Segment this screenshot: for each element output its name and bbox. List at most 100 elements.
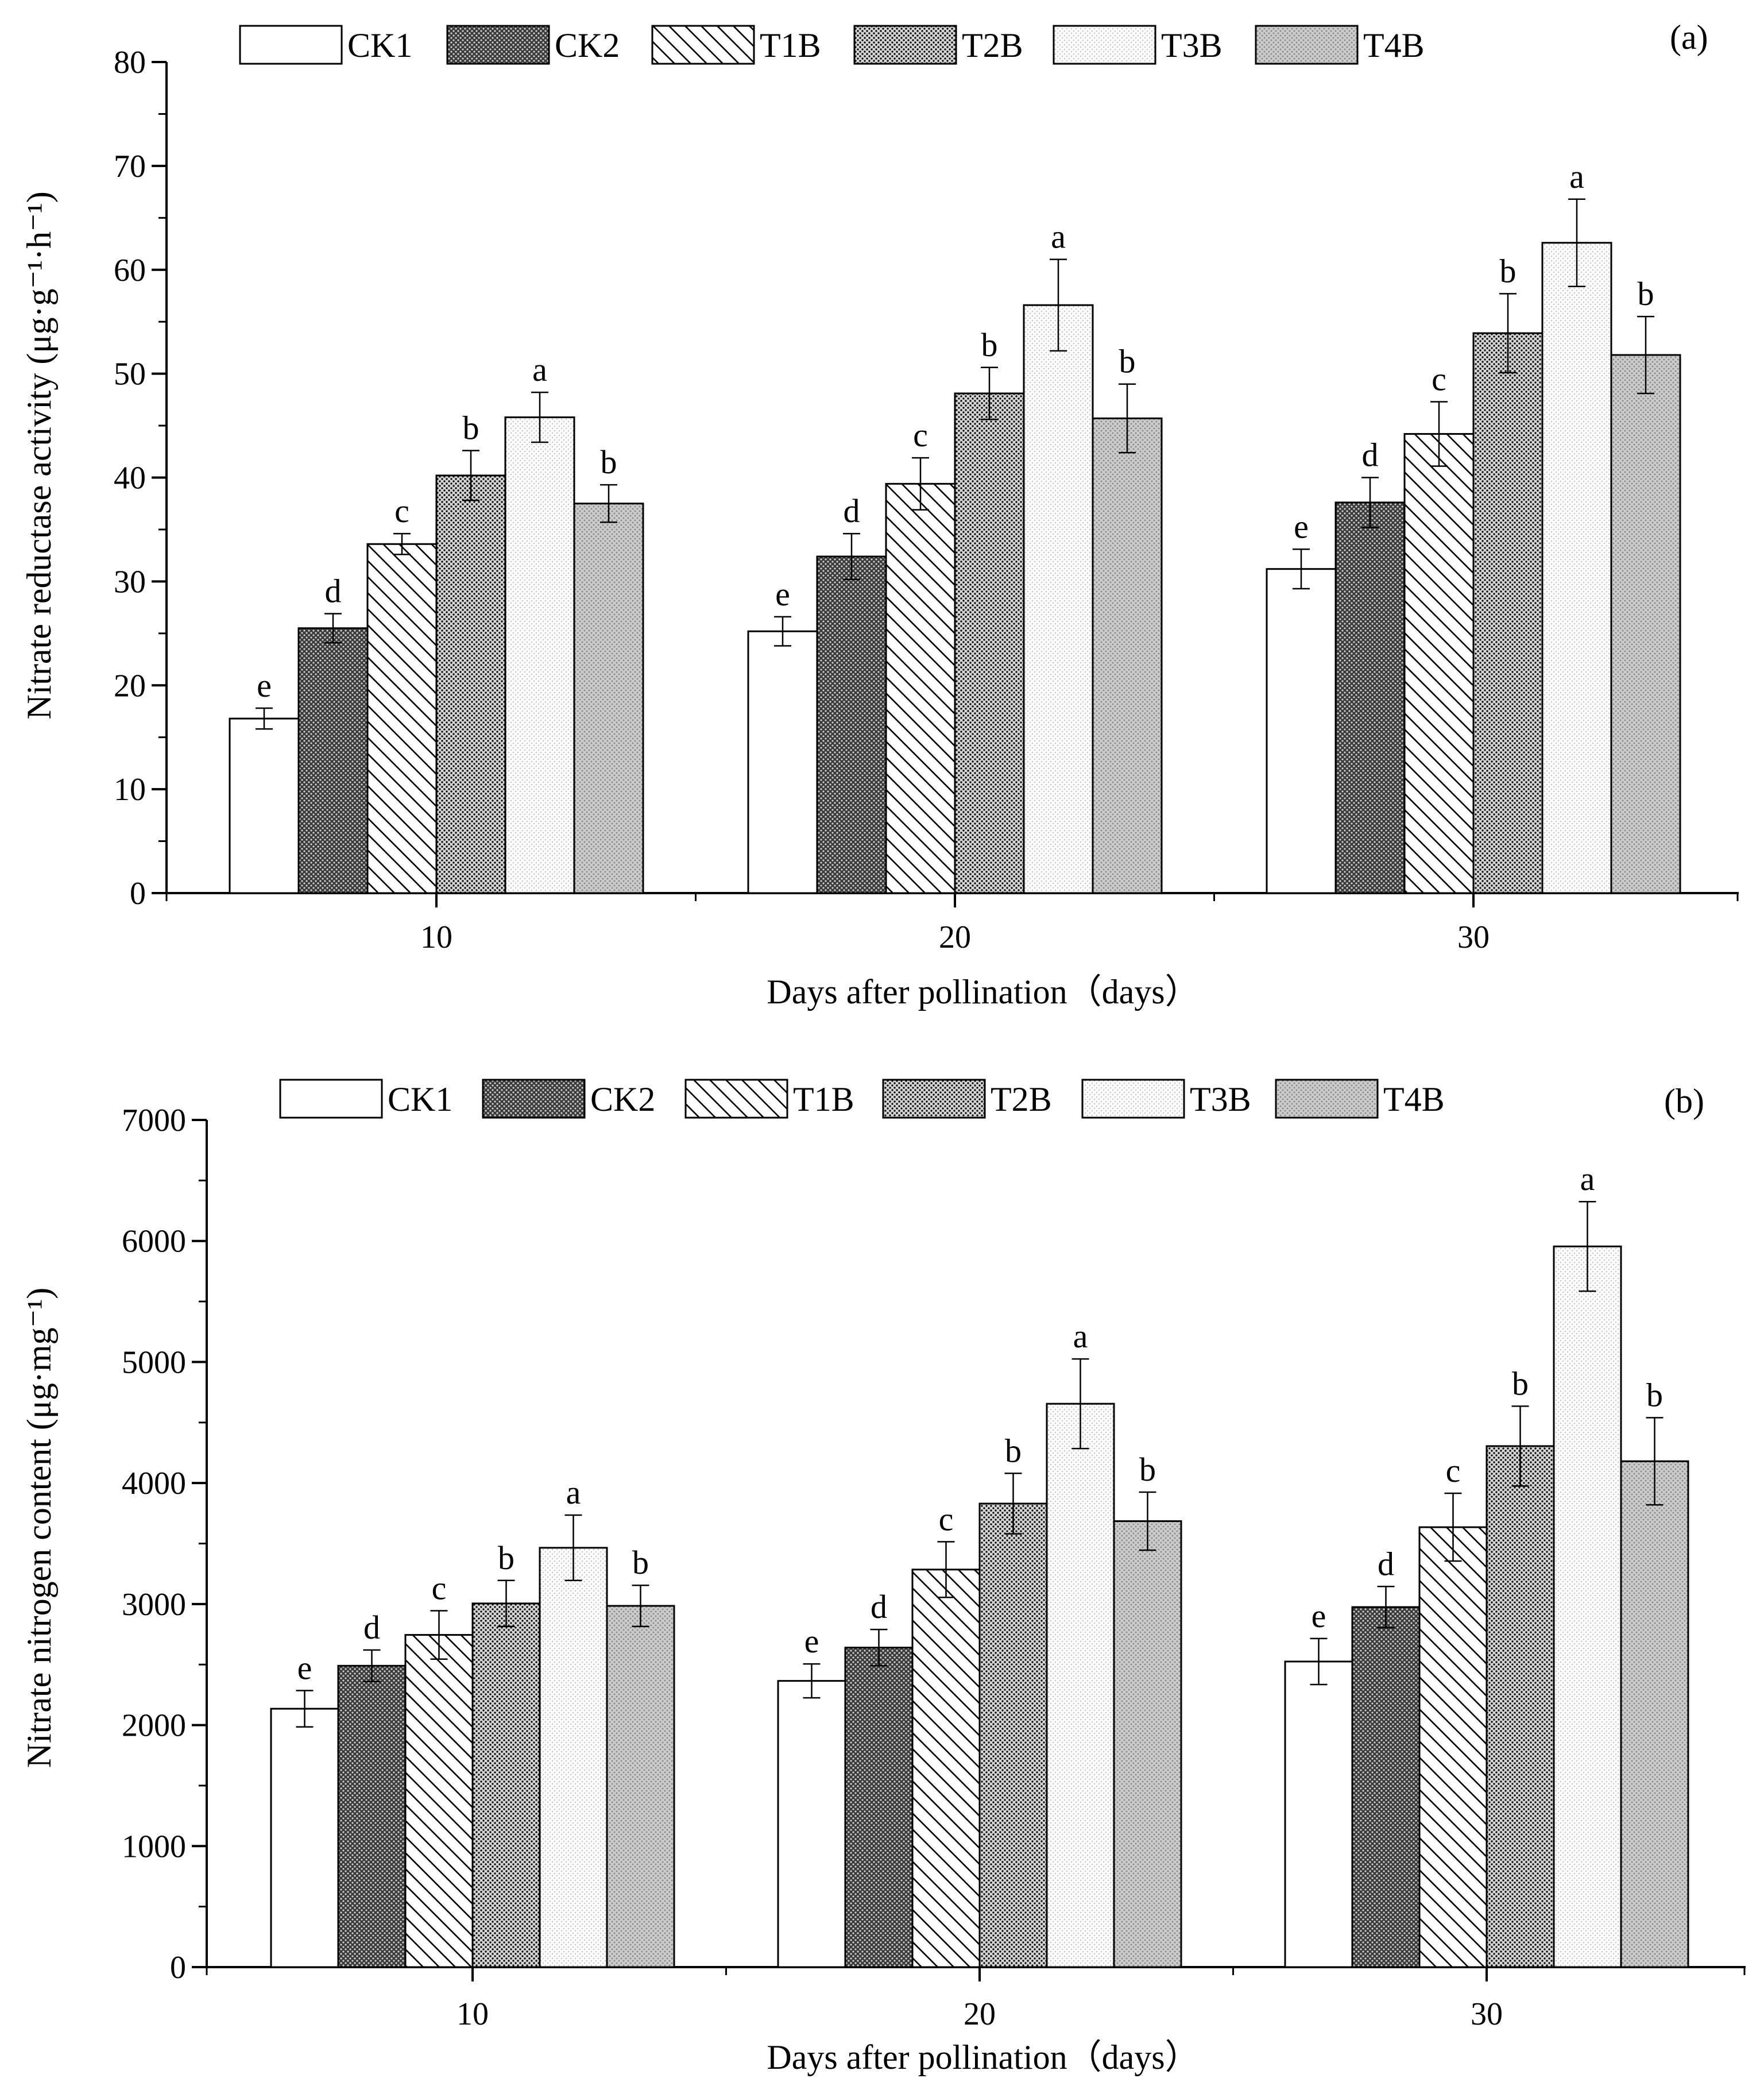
error-bar [1511,1405,1529,1487]
y-tick-label: 5000 [122,1345,186,1380]
error-bar [803,1663,821,1699]
significance-letter: e [257,667,272,704]
error-bar [981,366,998,420]
legend-label-t3b: T3B [1190,1080,1251,1118]
significance-letter: d [363,1609,380,1646]
legend-swatch-t1b [651,25,755,65]
legend-label-t2b: T2B [962,26,1023,64]
significance-letter: b [1638,275,1654,312]
y-tick-label: 70 [114,149,146,184]
x-tick-label: 10 [420,920,452,955]
bar-t1b [885,482,956,894]
error-bar [462,450,479,501]
significance-letter: b [601,443,617,481]
significance-letter: b [1512,1365,1529,1402]
significance-letter: b [1139,1451,1156,1488]
bar-t1b [366,543,438,894]
significance-letter: b [1005,1432,1022,1469]
error-bar [774,616,791,647]
legend-b: CK1 CK2 T1B T2B T3B T4B [279,1079,1445,1119]
bar-t3b [1046,1403,1115,1968]
bar-t4b [606,1605,675,1968]
legend-a: CK1 CK2 T1B T2B T3B T4B [239,25,1425,65]
significance-letter: b [632,1544,649,1581]
y-tick-label: 50 [114,357,146,392]
x-tick-label: 10 [457,1996,489,2032]
chart-panel-b: (b) Days after pollination（days） Nitrate… [20,1079,1746,2076]
significance-letter: b [1646,1376,1663,1413]
x-axis-title-b: Days after pollination（days） [767,2038,1199,2076]
bar-ck1 [229,717,300,894]
bar-t3b [1541,242,1612,894]
bar-t4b [1113,1520,1182,1968]
legend-label-t4b: T4B [1383,1080,1445,1118]
bar-ck2 [1334,501,1406,894]
error-bar [1637,315,1654,395]
significance-letter: b [498,1539,514,1577]
significance-letter: d [844,492,860,530]
y-tick-label: 7000 [122,1103,186,1138]
significance-letter: e [1294,508,1309,545]
y-tick-label: 60 [114,253,146,288]
y-tick-label: 6000 [122,1224,186,1260]
legend-swatch-ck1 [239,25,343,65]
error-bar [430,1610,448,1660]
bar-t4b [1092,417,1163,894]
significance-letter: c [913,416,928,454]
bar-t1b [404,1634,474,1968]
bar-t2b [954,392,1025,894]
significance-letter: d [325,572,342,609]
significance-letter: a [1051,218,1066,256]
y-tick-label: 80 [114,45,146,80]
legend-swatch-t2b [853,25,957,65]
error-bar [1050,258,1067,352]
legend-swatch-ck2 [446,25,550,65]
error-bar [1377,1586,1395,1629]
legend-label-t4b: T4B [1363,26,1425,64]
error-bar [1579,1200,1596,1292]
error-bar [1004,1473,1022,1535]
bar-t3b [539,1547,608,1968]
error-bar [1568,198,1585,287]
bar-t1b [1403,433,1475,894]
error-bar [393,532,411,555]
error-bar [1646,1417,1664,1506]
significance-letter: c [939,1500,954,1538]
bar-t1b [911,1569,981,1968]
y-axis-title-a: Nitrate reductase activity (μg·g⁻¹·h⁻¹) [20,191,58,719]
legend-label-ck1: CK1 [347,26,412,64]
x-tick-label: 20 [964,1996,996,2032]
bar-ck2 [844,1647,914,1968]
x-tick-label: 30 [1457,920,1490,955]
y-tick-label: 1000 [122,1829,186,1864]
bar-t2b [471,1602,541,1968]
legend-swatch-t1b [684,1079,788,1119]
bar-t4b [573,503,644,894]
y-tick-label: 2000 [122,1708,186,1744]
error-bar [497,1579,515,1628]
significance-letter: c [394,492,409,530]
bar-ck2 [1351,1606,1421,1968]
error-bar [564,1514,582,1582]
chart-panel-a: (a) Days after pollination（days） Nitrate… [20,18,1739,1011]
legend-swatch-t3b [1053,25,1156,65]
bar-ck2 [337,1664,407,1968]
error-bar [1310,1637,1328,1686]
bar-t4b [1610,354,1681,894]
significance-letter: b [1119,343,1136,380]
error-bar [870,1628,888,1667]
significance-letter: e [804,1623,819,1660]
y-tick-label: 3000 [122,1587,186,1623]
significance-letter: c [432,1569,447,1606]
significance-letter: d [871,1588,887,1625]
significance-letter: b [463,409,479,446]
error-bar [843,532,860,581]
error-bar [1430,401,1448,467]
significance-letter: e [297,1650,312,1687]
error-bar [1293,548,1310,590]
y-tick-label: 4000 [122,1466,186,1501]
legend-swatch-ck2 [482,1079,586,1119]
legend-label-t2b: T2B [991,1080,1052,1118]
